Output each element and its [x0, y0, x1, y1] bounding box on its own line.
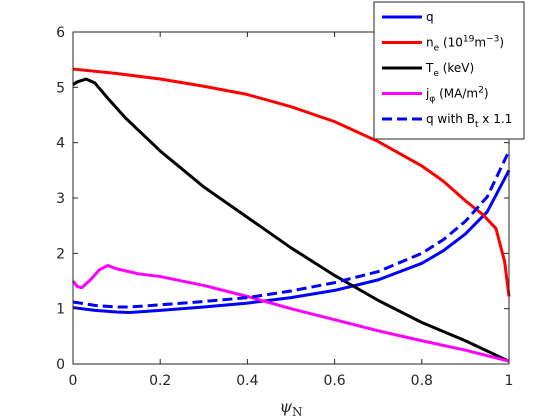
legend-label-0: q — [426, 10, 434, 24]
x-axis-title: ψN — [279, 397, 302, 419]
ticks-layer: 0 0.2 0.4 0.6 0.8 1 0 1 2 3 4 5 6 — [56, 25, 513, 389]
series-layer — [71, 67, 511, 363]
y-tick-label: 3 — [56, 191, 65, 207]
x-tick-label: 0 — [69, 373, 78, 389]
y-tick-label: 6 — [56, 25, 65, 41]
y-tick-label: 1 — [56, 302, 65, 318]
y-tick-label: 5 — [56, 80, 65, 96]
legend-label-1: ne (1019m−3) — [426, 35, 504, 54]
series-line-3 — [71, 264, 510, 363]
legend: q ne (1019m−3) Te (keV) jφ (MA/m2) q with Bt… — [373, 1, 525, 140]
series-line-2 — [72, 77, 510, 363]
x-tick-label: 0.6 — [323, 373, 345, 389]
legend-label-4: q with Bt x 1.1 — [426, 112, 512, 130]
y-tick-label: 2 — [56, 246, 65, 262]
legend-label-2: Te (keV) — [425, 61, 474, 79]
series-line-4 — [72, 150, 511, 309]
x-tick-label: 1 — [505, 373, 514, 389]
x-tick-label: 0.8 — [411, 373, 433, 389]
legend-box — [373, 1, 525, 140]
series-line-0 — [72, 169, 511, 315]
legend-label-3: jφ (MA/m2) — [425, 86, 489, 105]
x-tick-label: 0.4 — [236, 373, 258, 389]
x-tick-label: 0.2 — [149, 373, 171, 389]
y-tick-label: 4 — [56, 136, 65, 152]
y-tick-label: 0 — [56, 357, 65, 373]
series-line-1 — [72, 67, 511, 297]
